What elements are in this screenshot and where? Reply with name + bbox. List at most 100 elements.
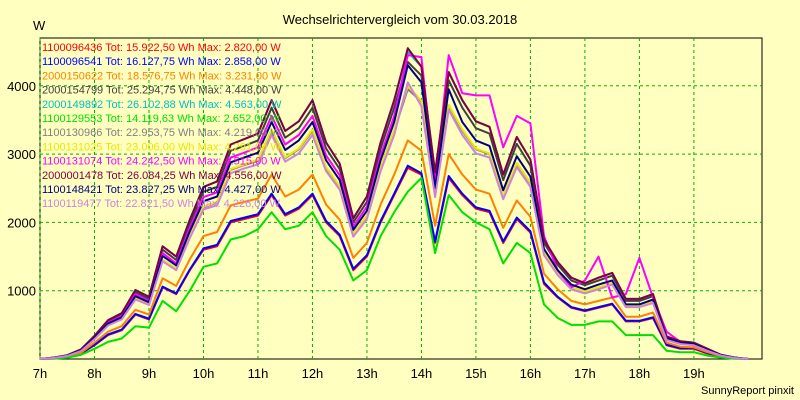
- legend-entry: 1100096436 Tot: 15.922,50 Wh Max: 2.820,…: [42, 42, 281, 54]
- legend-total-value: 25.294,75 Wh: [127, 85, 196, 97]
- x-tick-label: 11h: [248, 366, 269, 381]
- legend-series-name: 2000001478: [42, 170, 103, 182]
- legend-total-label: Tot:: [103, 85, 127, 97]
- legend-max-label: Max:: [195, 42, 225, 54]
- legend-entry: 2000154799 Tot: 25.294,75 Wh Max: 4.448,…: [42, 85, 282, 97]
- x-tick-label: 15h: [465, 366, 487, 381]
- footer-credit: SunnyReport pinxit: [701, 385, 794, 397]
- legend-max-value: 4.219,00 W: [224, 127, 281, 139]
- legend-max-label: Max:: [195, 85, 225, 97]
- legend-max-label: Max:: [195, 56, 225, 68]
- legend-total-value: 15.922,50 Wh: [126, 42, 195, 54]
- legend-total-label: Tot:: [102, 198, 126, 210]
- legend-series-name: 1100131025: [42, 141, 102, 153]
- x-tick-label: 7h: [33, 366, 47, 381]
- legend-max-label: Max:: [195, 141, 225, 153]
- plot-area: 1000 2000 3000 4000 7h 8h 9h 10h 11h 12h 13h 14h 15h…: [7, 37, 763, 381]
- y-axis-label: W: [33, 18, 46, 33]
- legend-max-value: 4.556,00 W: [225, 170, 282, 182]
- legend-max-value: 2.820,00 W: [224, 42, 281, 54]
- legend-total-value: 22.821,50 Wh: [125, 198, 194, 210]
- x-tick-label: 8h: [87, 366, 101, 381]
- legend-total-value: 24.242,50 Wh: [126, 156, 195, 168]
- legend-total-label: Tot:: [103, 99, 127, 111]
- legend-max-label: Max:: [195, 156, 225, 168]
- x-tick-label: 13h: [356, 366, 378, 381]
- legend-max-label: Max:: [195, 184, 225, 196]
- legend: 1100096436 Tot: 15.922,50 Wh Max: 2.820,…: [42, 42, 282, 210]
- legend-max-label: Max:: [194, 113, 224, 125]
- x-tick-label: 19h: [683, 366, 705, 381]
- series-line-2000001478: [39, 47, 749, 360]
- chart-title: Wechselrichtervergleich vom 30.03.2018: [283, 12, 518, 27]
- legend-max-label: Max:: [195, 70, 225, 82]
- series-line-1100148421: [39, 64, 749, 360]
- legend-max-value: 2.858,00 W: [224, 56, 281, 68]
- legend-max-value: 4.427,00 W: [224, 184, 281, 196]
- x-tick-label: 16h: [520, 366, 542, 381]
- legend-total-value: 18.576,75 Wh: [127, 70, 196, 82]
- legend-series-name: 1100096541: [42, 56, 102, 68]
- x-tick-label: 17h: [574, 366, 596, 381]
- legend-series-name: 2000154799: [42, 85, 103, 97]
- legend-series-name: 1100131074: [42, 156, 102, 168]
- legend-entry: 1100131025 Tot: 23.006,00 Wh Max: 4.291,…: [42, 141, 281, 153]
- legend-total-label: Tot:: [102, 184, 126, 196]
- legend-series-name: 1100096436: [42, 42, 102, 54]
- legend-total-value: 16.127,75 Wh: [126, 56, 195, 68]
- legend-entry: 1100148421 Tot: 23.827,25 Wh Max: 4.427,…: [42, 184, 281, 196]
- series-line-1100129553: [39, 177, 749, 360]
- legend-series-name: 2000150622: [42, 70, 103, 82]
- legend-total-value: 23.006,00 Wh: [126, 141, 195, 153]
- legend-series-name: 1100130966: [42, 127, 102, 139]
- legend-entry: 2000001478 Tot: 26.084,25 Wh Max: 4.556,…: [42, 170, 282, 182]
- series-line-1100119477: [39, 81, 749, 360]
- legend-entry: 1100131074 Tot: 24.242,50 Wh Max: 4.515,…: [42, 156, 281, 168]
- y-tick-label: 3000: [7, 147, 36, 162]
- legend-total-label: Tot:: [102, 141, 126, 153]
- legend-total-value: 26.102,88 Wh: [127, 99, 196, 111]
- legend-max-value: 3.231,00 W: [225, 70, 282, 82]
- x-tick-label: 14h: [411, 366, 433, 381]
- legend-series-name: 1100129553: [42, 113, 102, 125]
- legend-total-label: Tot:: [102, 56, 126, 68]
- y-tick-label: 4000: [7, 79, 36, 94]
- legend-max-value: 4.226,00 W: [224, 198, 281, 210]
- legend-max-label: Max:: [195, 170, 225, 182]
- legend-max-label: Max:: [194, 198, 224, 210]
- legend-total-label: Tot:: [102, 156, 126, 168]
- legend-total-label: Tot:: [103, 70, 127, 82]
- x-tick-label: 9h: [142, 366, 156, 381]
- x-tick-label: 12h: [302, 366, 324, 381]
- series-line-1100096541: [39, 164, 749, 360]
- legend-entry: 1100119477 Tot: 22.821,50 Wh Max: 4.226,…: [42, 198, 281, 210]
- legend-total-label: Tot:: [103, 170, 127, 182]
- legend-series-name: 1100119477: [42, 198, 102, 210]
- legend-max-label: Max:: [195, 127, 225, 139]
- legend-total-label: Tot:: [102, 113, 126, 125]
- legend-total-value: 22.953,75 Wh: [126, 127, 195, 139]
- x-tick-label: 10h: [193, 366, 215, 381]
- legend-series-name: 1100148421: [42, 184, 102, 196]
- legend-entry: 2000149892 Tot: 26.102,88 Wh Max: 4.563,…: [42, 99, 282, 111]
- series-line-2000150622: [39, 139, 749, 360]
- legend-max-value: 2.652,00 W: [224, 113, 281, 125]
- legend-total-label: Tot:: [102, 127, 126, 139]
- legend-entry: 1100130966 Tot: 22.953,75 Wh Max: 4.219,…: [42, 127, 281, 139]
- legend-total-value: 26.084,25 Wh: [127, 170, 196, 182]
- legend-series-name: 2000149892: [42, 99, 103, 111]
- legend-total-label: Tot:: [102, 42, 126, 54]
- legend-entry: 1100129553 Tot: 14.119,63 Wh Max: 2.652,…: [42, 113, 281, 125]
- legend-max-value: 4.563,00 W: [225, 99, 282, 111]
- legend-max-value: 4.515,00 W: [224, 156, 281, 168]
- x-tick-label: 18h: [629, 366, 651, 381]
- legend-total-value: 23.827,25 Wh: [126, 184, 195, 196]
- legend-total-value: 14.119,63 Wh: [126, 113, 194, 125]
- legend-entry: 2000150622 Tot: 18.576,75 Wh Max: 3.231,…: [42, 70, 282, 82]
- legend-max-label: Max:: [195, 99, 225, 111]
- legend-entry: 1100096541 Tot: 16.127,75 Wh Max: 2.858,…: [42, 56, 281, 68]
- y-tick-label: 2000: [7, 215, 36, 230]
- legend-max-value: 4.291,00 W: [224, 141, 281, 153]
- legend-max-value: 4.448,00 W: [225, 85, 282, 97]
